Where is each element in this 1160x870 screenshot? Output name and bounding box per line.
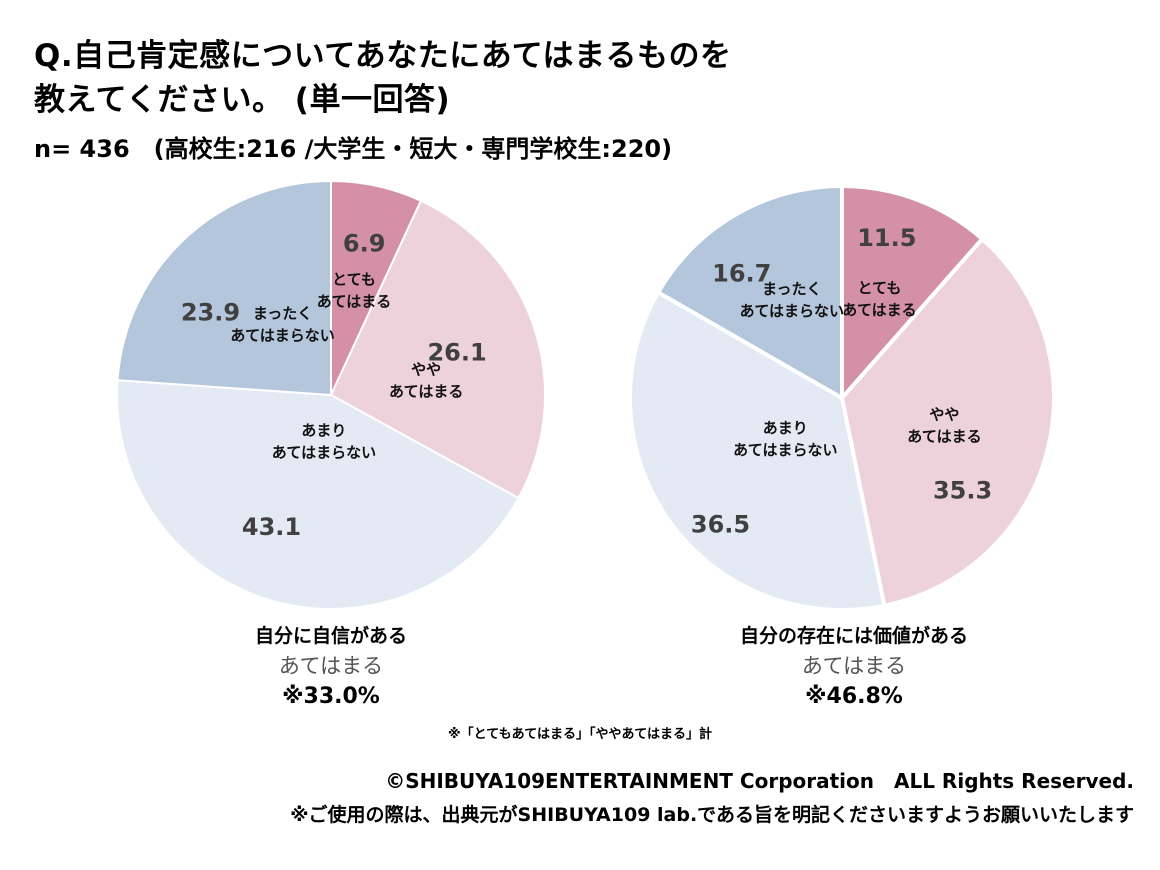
pie-slice-amari	[116, 379, 520, 610]
footnote: ※「とてもあてはまる」「ややあてはまる」計	[447, 727, 713, 742]
summary-value: ※46.8%	[805, 684, 903, 709]
chart-title: Q.自己肯定感についてあなたにあてはまるものを 教えてください。 (単一回答)	[34, 34, 732, 122]
summary-label: あてはまる	[278, 654, 384, 678]
category-label-amari: あまりあてはまらない	[733, 419, 837, 459]
summary-label: あてはまる	[801, 654, 907, 678]
copyright: ©SHIBUYA109ENTERTAINMENT Corporation ALL…	[385, 769, 1134, 793]
category-label-mattaku: まったくあてはまらない	[740, 280, 844, 320]
sample-size: n= 436 (高校生:216 /大学生・短大・専門学校生:220)	[34, 135, 673, 163]
pie-title: 自分の存在には価値がある	[739, 625, 968, 647]
title-line-1: Q.自己肯定感についてあなたにあてはまるものを	[34, 38, 732, 74]
category-label-totemo: とてもあてはまる	[317, 271, 391, 311]
category-label-mattaku: まったくあてはまらない	[230, 304, 334, 344]
usage-note: ※ご使用の際は、出典元がSHIBUYA109 lab.である旨を明記くださいます…	[290, 804, 1134, 826]
pie-self-worth: 11.5 とてもあてはまる 35.3 ややあてはまる 36.5 あまりあてはまらない 16.…	[628, 184, 1056, 612]
title-line-2: 教えてください。 (単一回答)	[34, 82, 451, 118]
summary-value: ※33.0%	[282, 684, 380, 709]
value-label-mattaku: 16.7	[712, 260, 771, 288]
category-label-yaya: ややあてはまる	[907, 405, 981, 445]
value-label-yaya: 26.1	[427, 339, 486, 367]
pie-slice-yaya	[840, 236, 1056, 608]
category-label-amari: あまりあてはまらない	[272, 422, 376, 462]
category-label-yaya: ややあてはまる	[389, 360, 463, 400]
value-label-totemo: 11.5	[857, 224, 916, 252]
caption-self-worth: 自分の存在には価値がある あてはまる ※46.8%	[704, 622, 1004, 712]
pie-title: 自分に自信がある	[254, 625, 407, 647]
pie-slice-amari	[628, 290, 887, 612]
category-label-totemo: とてもあてはまる	[842, 279, 916, 319]
caption-self-confidence: 自分に自信がある あてはまる ※33.0%	[181, 622, 481, 712]
value-label-yaya: 35.3	[933, 477, 992, 505]
value-label-totemo: 6.9	[343, 230, 386, 258]
value-label-mattaku: 23.9	[181, 298, 240, 326]
value-label-amari: 43.1	[242, 513, 301, 541]
value-label-amari: 36.5	[691, 510, 750, 538]
pie-slice-totemo	[840, 184, 985, 400]
pie-slice-mattaku	[116, 180, 332, 396]
pie-slice-mattaku	[656, 184, 844, 400]
